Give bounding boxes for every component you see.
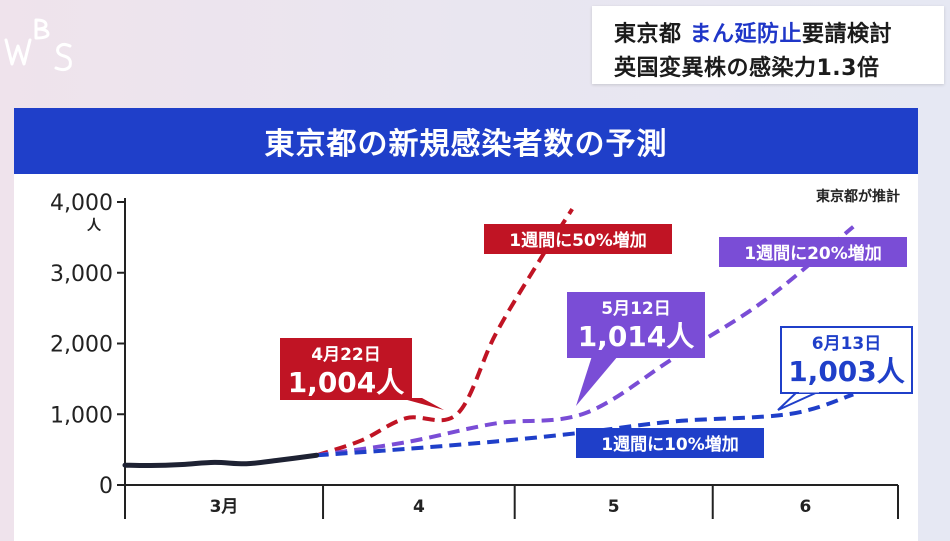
headline-prefix: 東京都 — [614, 22, 682, 47]
source-note: 東京都が推計 — [816, 188, 900, 205]
callout-10-percent-value: 1,003人 — [788, 355, 905, 388]
legend-tag-50-percent-label: 1週間に50%増加 — [509, 230, 647, 251]
callout-20-percent-tail — [576, 356, 618, 406]
legend-tag-20-percent-box — [719, 237, 907, 267]
y-tick-label: 2,000 — [50, 333, 113, 358]
callout-50-percent-tail — [400, 398, 444, 410]
x-tick-label: 6 — [799, 497, 811, 517]
callout-50-percent-date: 4月22日 — [311, 345, 381, 365]
callout-10-percent-date: 6月13日 — [812, 334, 882, 354]
y-tick-label: 3,000 — [50, 262, 113, 287]
y-unit-label: 人 — [87, 217, 102, 234]
headline-line-1: 東京都 まん延防止要請検討 — [614, 16, 892, 48]
headline-accent: まん延防止 — [689, 22, 803, 47]
y-tick-label: 0 — [99, 474, 113, 499]
legend-tag-20-percent-label: 1週間に20%増加 — [744, 243, 882, 264]
legend-tag-50-percent-box — [484, 224, 672, 254]
legend-tag-10-percent-label: 1週間に10%増加 — [601, 434, 739, 455]
callout-20-percent-date: 5月12日 — [601, 299, 671, 319]
callout-50-percent-value: 1,004人 — [288, 366, 405, 399]
callout-20-percent-box — [567, 292, 705, 358]
news-headline: 東京都 まん延防止要請検討 英国変異株の感染力1.3倍 — [592, 6, 944, 84]
legend-tag-10-percent-box — [576, 428, 764, 458]
actual-cases-line — [122, 452, 320, 469]
series-20-percent-line — [316, 225, 855, 458]
wbs-logo — [4, 18, 72, 72]
y-tick-label: 4,000 — [50, 191, 113, 216]
callout-50-percent-box — [280, 338, 412, 400]
callout-20-percent-value: 1,014人 — [578, 320, 695, 353]
chart-panel: 東京都の新規感染者数の予測 0 1,000 2,000 3,000 4,000 人 3月 4 5… — [14, 108, 918, 541]
x-tick-label: 4 — [413, 497, 425, 517]
y-tick-label: 1,000 — [50, 403, 113, 428]
headline-suffix: 要請検討 — [802, 22, 893, 47]
series-50-percent-line — [316, 208, 574, 458]
x-tick-label: 5 — [608, 497, 620, 517]
x-tick-label: 3月 — [210, 497, 239, 517]
chart-title: 東京都の新規感染者数の予測 — [14, 108, 918, 174]
callout-10-percent-box — [780, 326, 913, 394]
headline-line-2: 英国変異株の感染力1.3倍 — [614, 56, 880, 81]
